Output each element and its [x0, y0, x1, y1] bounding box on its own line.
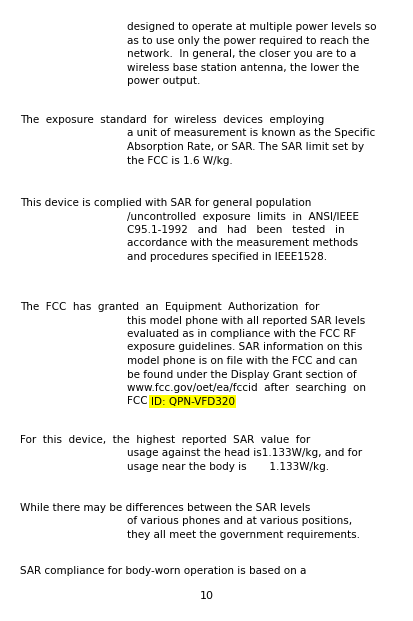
- Text: and procedures specified in IEEE1528.: and procedures specified in IEEE1528.: [127, 252, 326, 262]
- Text: ID: QPN-VFD320: ID: QPN-VFD320: [150, 396, 234, 407]
- Text: The  FCC  has  granted  an  Equipment  Authorization  for: The FCC has granted an Equipment Authori…: [20, 302, 318, 312]
- Text: Absorption Rate, or SAR. The SAR limit set by: Absorption Rate, or SAR. The SAR limit s…: [127, 142, 363, 152]
- Text: This device is complied with SAR for general population: This device is complied with SAR for gen…: [20, 198, 311, 208]
- Text: exposure guidelines. SAR information on this: exposure guidelines. SAR information on …: [127, 343, 361, 353]
- Text: The  exposure  standard  for  wireless  devices  employing: The exposure standard for wireless devic…: [20, 115, 323, 125]
- Text: as to use only the power required to reach the: as to use only the power required to rea…: [127, 35, 368, 45]
- Text: wireless base station antenna, the lower the: wireless base station antenna, the lower…: [127, 63, 358, 73]
- Text: be found under the Display Grant section of: be found under the Display Grant section…: [127, 369, 356, 379]
- Text: /uncontrolled  exposure  limits  in  ANSI/IEEE: /uncontrolled exposure limits in ANSI/IE…: [127, 212, 358, 222]
- Text: 10: 10: [199, 591, 214, 601]
- Text: While there may be differences between the SAR levels: While there may be differences between t…: [20, 503, 310, 513]
- Text: designed to operate at multiple power levels so: designed to operate at multiple power le…: [127, 22, 375, 32]
- Text: For  this  device,  the  highest  reported  SAR  value  for: For this device, the highest reported SA…: [20, 435, 309, 445]
- Text: FCC: FCC: [127, 396, 150, 407]
- Text: model phone is on file with the FCC and can: model phone is on file with the FCC and …: [127, 356, 356, 366]
- Text: they all meet the government requirements.: they all meet the government requirement…: [127, 530, 359, 540]
- Text: usage near the body is       1.133W/kg.: usage near the body is 1.133W/kg.: [127, 462, 328, 472]
- Text: usage against the head is1.133W/kg, and for: usage against the head is1.133W/kg, and …: [127, 448, 361, 458]
- Text: C95.1-1992   and   had   been   tested   in: C95.1-1992 and had been tested in: [127, 225, 344, 235]
- Text: network.  In general, the closer you are to a: network. In general, the closer you are …: [127, 49, 356, 59]
- Text: power output.: power output.: [127, 76, 200, 86]
- Text: www.fcc.gov/oet/ea/fccid  after  searching  on: www.fcc.gov/oet/ea/fccid after searching…: [127, 383, 365, 393]
- Text: of various phones and at various positions,: of various phones and at various positio…: [127, 517, 351, 527]
- Text: a unit of measurement is known as the Specific: a unit of measurement is known as the Sp…: [127, 129, 374, 138]
- Text: the FCC is 1.6 W/kg.: the FCC is 1.6 W/kg.: [127, 155, 232, 166]
- Text: accordance with the measurement methods: accordance with the measurement methods: [127, 238, 357, 248]
- Text: SAR compliance for body-worn operation is based on a: SAR compliance for body-worn operation i…: [20, 566, 306, 576]
- Text: evaluated as in compliance with the FCC RF: evaluated as in compliance with the FCC …: [127, 329, 356, 339]
- Text: this model phone with all reported SAR levels: this model phone with all reported SAR l…: [127, 315, 364, 325]
